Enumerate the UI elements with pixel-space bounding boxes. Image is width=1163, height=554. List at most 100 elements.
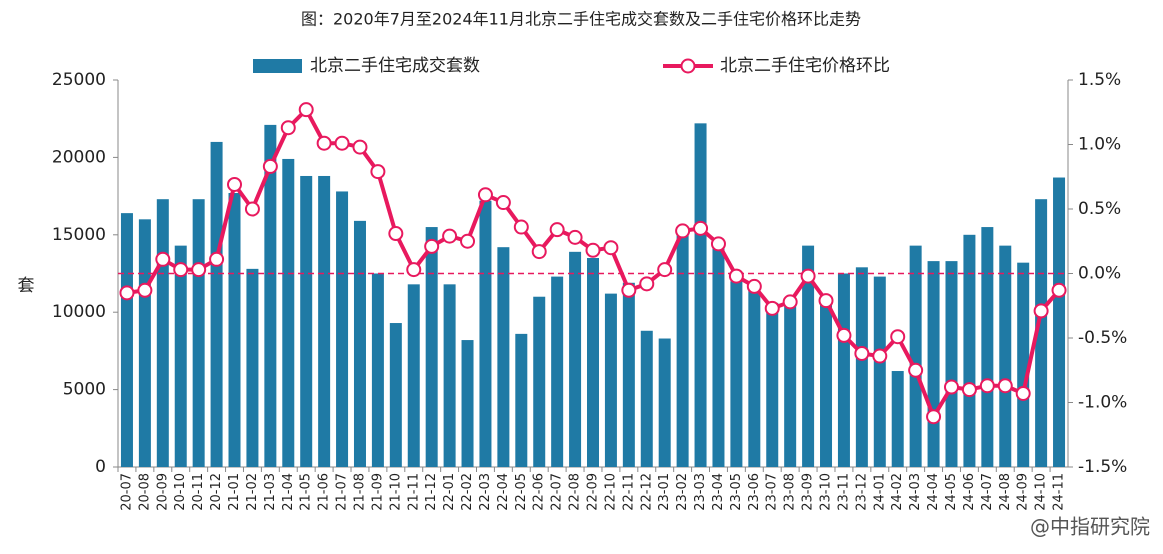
bar [533, 296, 546, 467]
bar [300, 175, 313, 467]
bar [837, 273, 850, 467]
bar [909, 245, 922, 467]
x-tick-label: 22-01 [442, 473, 457, 511]
line-marker [961, 382, 977, 398]
bar [192, 199, 205, 468]
legend-swatch [253, 59, 302, 73]
x-tick-label: 21-01 [227, 473, 242, 511]
line-marker [603, 240, 619, 256]
line-marker [567, 229, 583, 245]
bar [1053, 177, 1066, 468]
x-tick-label: 24-03 [908, 473, 923, 511]
x-tick-label: 23-12 [854, 473, 869, 511]
bar [515, 333, 528, 467]
line-marker [621, 282, 637, 298]
y2-tick-label: 1.0% [1078, 135, 1121, 155]
x-tick-label: 23-07 [765, 473, 780, 511]
bar [658, 338, 671, 467]
line-marker [639, 276, 655, 292]
bar [551, 276, 564, 467]
y-tick-label: 20000 [52, 147, 106, 167]
bar [1035, 199, 1048, 468]
x-tick-label: 24-01 [872, 473, 887, 511]
bar [622, 282, 635, 467]
y-axis-label: 套 [18, 276, 35, 296]
line-marker [406, 262, 422, 278]
x-tick-label: 22-12 [639, 473, 654, 511]
x-tick-label: 21-08 [352, 473, 367, 511]
x-tick-label: 23-03 [693, 473, 708, 511]
line-marker [693, 220, 709, 236]
x-tick-label: 23-02 [675, 473, 690, 511]
line-marker [979, 378, 995, 394]
x-tick-label: 24-09 [1016, 473, 1031, 511]
bar [694, 123, 707, 468]
legend-label: 北京二手住宅成交套数 [310, 56, 480, 76]
line-marker [746, 278, 762, 294]
y2-tick-label: 0.0% [1078, 264, 1121, 284]
x-tick-label: 20-10 [173, 473, 188, 511]
y-tick-label: 5000 [63, 380, 106, 400]
y2-tick-label: -1.0% [1078, 393, 1127, 413]
y2-tick-label: -0.5% [1078, 328, 1127, 348]
line-marker [316, 135, 332, 151]
x-tick-label: 24-04 [926, 473, 941, 511]
x-tick-label: 20-09 [155, 473, 170, 511]
line-marker [370, 164, 386, 180]
bar [138, 219, 151, 467]
line-marker [513, 219, 529, 235]
line-marker [244, 201, 260, 217]
x-tick-label: 23-09 [801, 473, 816, 511]
x-tick-label: 22-11 [621, 473, 636, 511]
bar [443, 284, 456, 467]
line-marker [800, 268, 816, 284]
x-tick-label: 23-11 [836, 473, 851, 511]
line-marker [657, 262, 673, 278]
bar [802, 245, 815, 467]
bar [712, 240, 725, 467]
line-marker [442, 228, 458, 244]
bar [336, 191, 349, 467]
x-tick-label: 23-10 [819, 473, 834, 511]
line-marker [334, 135, 350, 151]
x-tick-label: 23-06 [747, 473, 762, 511]
x-tick-label: 21-12 [424, 473, 439, 511]
y2-tick-label: 1.5% [1078, 70, 1121, 90]
line-marker [890, 329, 906, 345]
line-marker [836, 327, 852, 343]
bar [353, 220, 366, 467]
bar [479, 200, 492, 467]
x-tick-label: 22-03 [478, 473, 493, 511]
line-marker [495, 195, 511, 211]
line-marker [352, 139, 368, 155]
legend-marker [680, 58, 696, 74]
y-tick-label: 10000 [52, 302, 106, 322]
x-tick-label: 20-12 [209, 473, 224, 511]
line-marker [209, 251, 225, 267]
line-marker [262, 158, 278, 174]
x-tick-label: 23-04 [711, 473, 726, 511]
bar [748, 288, 761, 467]
x-tick-label: 21-09 [370, 473, 385, 511]
line-marker [477, 187, 493, 203]
x-tick-label: 24-11 [1052, 473, 1067, 511]
line-marker [728, 268, 744, 284]
bar [246, 268, 259, 467]
x-tick-label: 21-02 [245, 473, 260, 511]
line-marker [388, 226, 404, 242]
bar [264, 124, 277, 467]
bar [604, 293, 617, 467]
bar [784, 304, 797, 467]
line-marker [585, 242, 601, 258]
line-marker [298, 102, 314, 118]
x-tick-label: 22-09 [586, 473, 601, 511]
bar [820, 298, 833, 467]
bar [282, 158, 295, 467]
bar [963, 234, 976, 467]
line-marker [119, 285, 135, 301]
bar [945, 261, 958, 467]
line-marker [531, 244, 547, 260]
bar [1017, 262, 1030, 467]
line-marker [460, 233, 476, 249]
